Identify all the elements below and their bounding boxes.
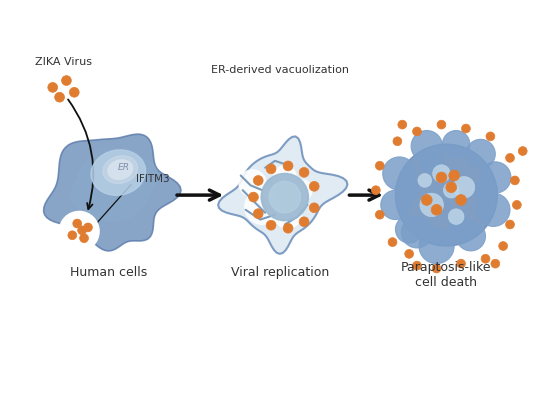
Circle shape [261,174,309,220]
Circle shape [249,192,258,202]
Circle shape [254,176,263,185]
Circle shape [245,189,280,224]
Circle shape [453,176,475,198]
Circle shape [269,181,300,213]
Circle shape [412,127,421,136]
Circle shape [78,226,86,235]
Ellipse shape [108,160,133,180]
Circle shape [510,176,519,185]
Polygon shape [218,136,348,254]
Circle shape [513,200,521,209]
Circle shape [474,178,497,202]
Circle shape [420,193,443,217]
Polygon shape [71,149,158,222]
Circle shape [446,182,456,193]
Circle shape [309,182,319,191]
Circle shape [69,87,79,97]
Circle shape [371,186,380,195]
Circle shape [486,132,495,141]
Circle shape [59,212,99,251]
Circle shape [383,157,416,190]
Circle shape [395,144,497,246]
Text: ZIKA Virus: ZIKA Virus [35,57,92,67]
Circle shape [442,130,470,158]
Text: ER-derived vacuolization: ER-derived vacuolization [211,65,349,75]
Circle shape [436,172,447,183]
Circle shape [437,120,446,129]
Circle shape [448,217,474,242]
Circle shape [443,182,459,198]
Circle shape [398,120,406,129]
Circle shape [273,166,296,189]
Circle shape [419,228,454,264]
Text: IFITM3: IFITM3 [136,174,169,184]
Circle shape [411,130,442,162]
Circle shape [299,217,309,227]
Circle shape [418,174,432,187]
Circle shape [480,162,511,193]
Circle shape [518,147,527,156]
Circle shape [433,165,450,182]
Circle shape [62,76,72,86]
Circle shape [80,234,89,242]
Circle shape [239,170,266,197]
Circle shape [448,209,464,224]
Circle shape [505,220,514,229]
Circle shape [466,139,496,169]
Circle shape [375,161,384,170]
Circle shape [54,92,64,102]
Circle shape [499,242,508,250]
Polygon shape [43,134,181,251]
Circle shape [309,203,319,213]
Circle shape [456,259,465,268]
Circle shape [263,184,281,202]
Circle shape [491,259,500,268]
Circle shape [505,154,514,162]
Circle shape [73,219,81,228]
Circle shape [48,82,58,92]
Circle shape [283,161,293,171]
Circle shape [266,220,276,230]
Circle shape [419,148,444,174]
Circle shape [290,180,312,201]
Circle shape [381,190,410,220]
Ellipse shape [91,150,146,195]
Circle shape [477,193,510,226]
Circle shape [395,216,423,243]
Text: Paraptosis-like
cell death: Paraptosis-like cell death [401,261,492,289]
Circle shape [449,170,460,181]
Ellipse shape [103,156,138,184]
Circle shape [432,264,441,273]
Text: Viral replication: Viral replication [231,266,329,279]
Circle shape [431,204,442,215]
Circle shape [274,201,301,228]
Circle shape [254,209,263,218]
Circle shape [456,222,486,251]
Text: ER: ER [118,163,130,172]
Circle shape [375,210,384,219]
Circle shape [266,164,276,174]
Text: Human cells: Human cells [70,266,147,279]
Circle shape [68,231,76,240]
Circle shape [405,250,414,258]
Circle shape [455,195,466,205]
Circle shape [481,254,490,263]
Circle shape [421,195,432,205]
Circle shape [402,217,433,248]
Circle shape [412,261,421,270]
Circle shape [393,137,402,146]
Circle shape [388,238,397,246]
Circle shape [461,124,470,133]
Circle shape [283,223,293,233]
Circle shape [395,178,419,202]
Circle shape [299,168,309,177]
Circle shape [84,223,92,232]
